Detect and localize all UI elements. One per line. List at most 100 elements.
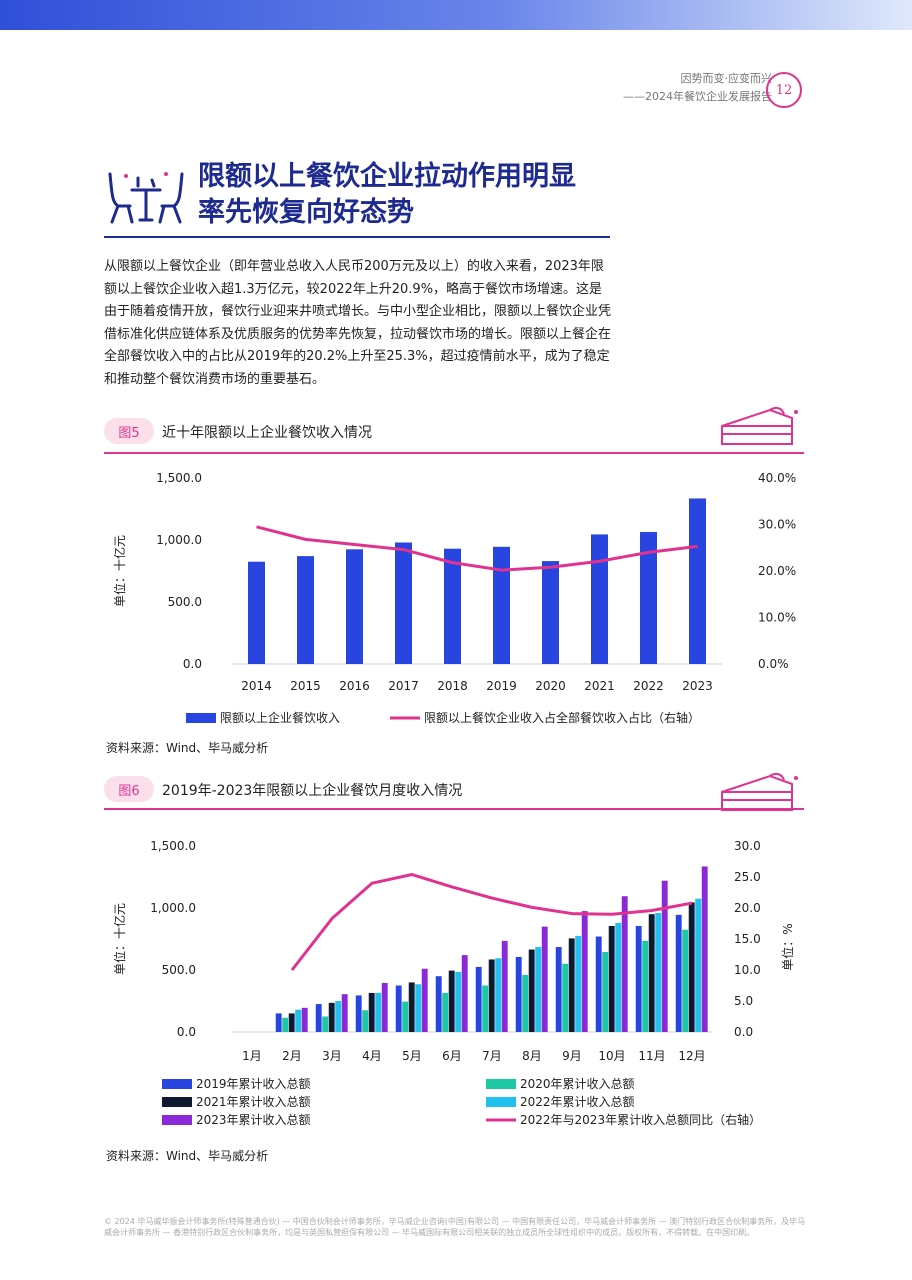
page-number: 12 xyxy=(766,72,802,108)
y2-tick-label: 30.0 xyxy=(734,839,761,853)
y2-tick-label: 25.0 xyxy=(734,870,761,884)
bar xyxy=(555,947,562,1032)
legend-label: 2021年累计收入总额 xyxy=(196,1095,311,1109)
figure6-rule xyxy=(104,808,804,810)
dining-table-icon xyxy=(108,172,184,224)
y2-axis-title: 单位：% xyxy=(780,923,795,970)
y2-tick-label: 5.0 xyxy=(734,994,753,1008)
bar xyxy=(522,974,529,1032)
report-title: ——2024年餐饮企业发展报告 xyxy=(623,90,772,103)
x-tick-label: 3月 xyxy=(322,1049,342,1063)
bar xyxy=(297,556,314,664)
bar xyxy=(602,952,609,1032)
bar xyxy=(301,1007,308,1032)
x-tick-label: 2016 xyxy=(339,679,370,693)
y2-tick-label: 40.0% xyxy=(758,471,796,485)
bar xyxy=(689,498,706,664)
y2-tick-label: 0.0% xyxy=(758,657,789,671)
figure5-rule xyxy=(104,452,804,454)
bar xyxy=(288,1013,295,1032)
bar xyxy=(442,992,449,1032)
cake-slice-icon xyxy=(721,772,798,811)
bar xyxy=(482,985,489,1032)
bar xyxy=(408,982,415,1032)
bar xyxy=(640,531,657,664)
legend-label: 2022年与2023年累计收入总额同比（右轴） xyxy=(520,1112,761,1127)
bar xyxy=(448,970,455,1032)
bar xyxy=(648,914,655,1032)
bar xyxy=(542,561,559,664)
bar xyxy=(595,936,602,1032)
legend-label: 2023年累计收入总额 xyxy=(196,1113,311,1127)
bar xyxy=(568,938,575,1032)
y2-tick-label: 0.0 xyxy=(734,1025,753,1039)
y2-tick-label: 15.0 xyxy=(734,932,761,946)
bar xyxy=(621,896,628,1032)
bar xyxy=(435,976,442,1032)
bar xyxy=(695,898,702,1032)
x-tick-label: 2018 xyxy=(437,679,468,693)
x-tick-label: 6月 xyxy=(442,1049,462,1063)
bar xyxy=(282,1017,289,1032)
bar xyxy=(368,992,375,1032)
x-tick-label: 2015 xyxy=(290,679,321,693)
legend-swatch-bar xyxy=(486,1097,516,1107)
bar xyxy=(562,963,569,1032)
body-paragraph: 从限额以上餐饮企业（即年营业总收入人民币200万元及以上）的收入来看，2023年… xyxy=(104,259,612,387)
bar xyxy=(381,983,388,1032)
bar xyxy=(328,1002,335,1032)
bar xyxy=(341,994,348,1032)
x-tick-label: 5月 xyxy=(402,1049,422,1063)
x-tick-label: 2021 xyxy=(584,679,615,693)
x-tick-label: 4月 xyxy=(362,1049,382,1063)
x-tick-label: 8月 xyxy=(522,1049,542,1063)
copyright-footer: © 2024 毕马威华振会计师事务所(特殊普通合伙) — 中国合伙制会计师事务所… xyxy=(104,1217,806,1237)
bar xyxy=(701,866,708,1032)
bar xyxy=(461,955,468,1032)
bar xyxy=(375,992,382,1032)
x-tick-label: 2019 xyxy=(486,679,517,693)
figure5-source: 资料来源：Wind、毕马威分析 xyxy=(106,741,269,755)
bar xyxy=(362,1010,369,1032)
series-line xyxy=(256,525,698,572)
bar xyxy=(581,911,588,1032)
bar xyxy=(635,925,642,1032)
y-tick-label: 1,500.0 xyxy=(156,471,202,485)
bar xyxy=(501,940,508,1032)
x-tick-label: 2月 xyxy=(282,1049,302,1063)
x-tick-label: 2017 xyxy=(388,679,419,693)
bar xyxy=(488,959,495,1032)
x-tick-label: 11月 xyxy=(638,1049,665,1063)
x-tick-label: 2023 xyxy=(682,679,713,693)
legend-label: 限额以上餐饮企业收入占全部餐饮收入占比（右轴） xyxy=(424,710,700,725)
bar xyxy=(395,985,402,1032)
title-underline xyxy=(104,236,610,238)
y2-tick-label: 10.0 xyxy=(734,963,761,977)
bar xyxy=(591,534,608,664)
bar xyxy=(682,929,689,1032)
legend-swatch-bar xyxy=(162,1097,192,1107)
bar xyxy=(515,956,522,1032)
figure6-source: 资料来源：Wind、毕马威分析 xyxy=(106,1149,269,1163)
bar xyxy=(395,542,412,664)
bar xyxy=(608,925,615,1032)
top-banner xyxy=(0,0,912,30)
bar xyxy=(315,1004,322,1032)
bar xyxy=(335,1001,342,1032)
x-tick-label: 12月 xyxy=(678,1049,705,1063)
legend-label: 2020年累计收入总额 xyxy=(520,1077,635,1091)
legend-label: 2019年累计收入总额 xyxy=(196,1077,311,1091)
bar xyxy=(642,940,649,1032)
figure5-title: 近十年限额以上企业餐饮收入情况 xyxy=(162,425,372,441)
legend-swatch-bar xyxy=(162,1115,192,1125)
y2-tick-label: 20.0% xyxy=(758,564,796,578)
bar xyxy=(455,971,462,1032)
y-axis-title: 单位：十亿元 xyxy=(112,903,127,975)
y-tick-label: 1,500.0 xyxy=(150,839,196,853)
y-tick-label: 0.0 xyxy=(183,657,202,671)
y-axis-title: 单位：十亿元 xyxy=(112,535,127,607)
bar xyxy=(355,995,362,1032)
figure5-label: 图5 xyxy=(104,418,154,444)
bar xyxy=(495,958,502,1032)
bar xyxy=(661,880,668,1032)
